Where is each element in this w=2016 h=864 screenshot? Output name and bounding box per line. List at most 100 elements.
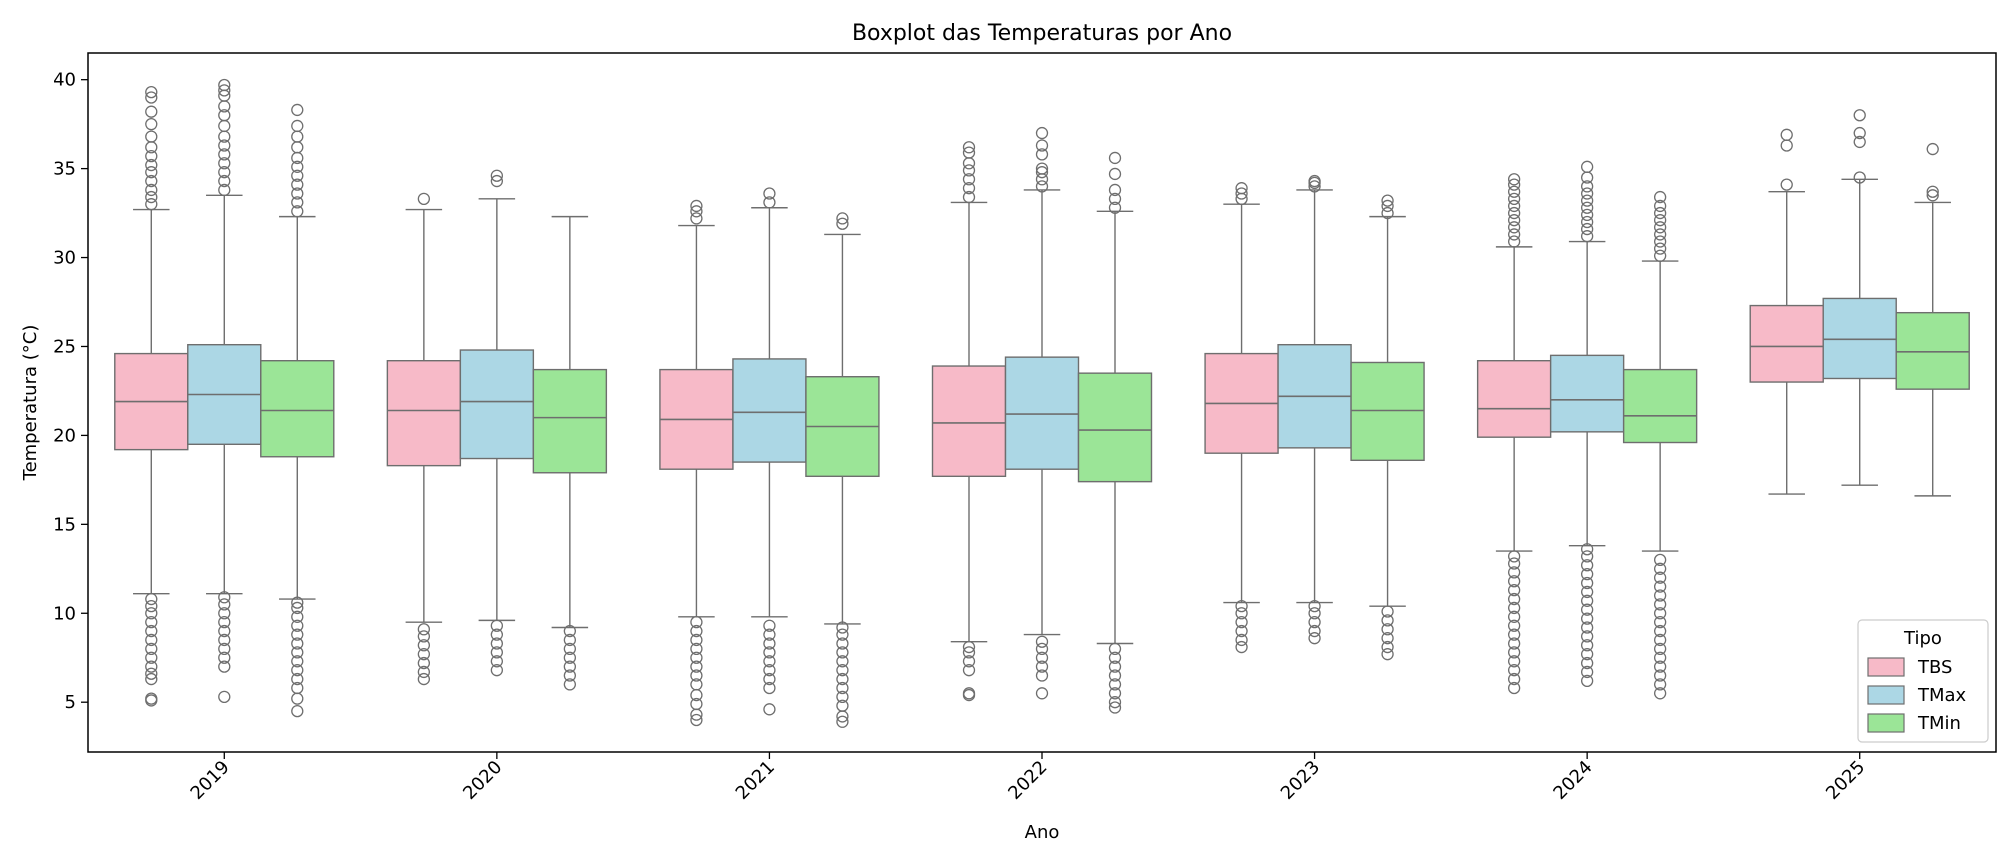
outlier-point bbox=[563, 678, 577, 691]
outlier-point bbox=[218, 607, 231, 620]
box-tmax-2024 bbox=[1549, 160, 1625, 688]
outlier-point bbox=[836, 672, 849, 686]
outlier-point bbox=[218, 660, 231, 673]
outlier-point bbox=[1580, 576, 1594, 590]
outlier-point bbox=[1507, 637, 1521, 650]
outlier-point bbox=[1580, 656, 1594, 670]
outlier-point bbox=[291, 196, 304, 209]
outlier-point bbox=[1780, 128, 1793, 141]
outlier-point bbox=[490, 664, 504, 677]
outlier-point bbox=[291, 601, 304, 615]
outlier-point bbox=[763, 703, 776, 716]
outlier-point bbox=[490, 646, 504, 659]
outlier-point bbox=[1381, 614, 1394, 627]
outlier-point bbox=[1035, 642, 1049, 655]
outlier-point bbox=[291, 187, 304, 200]
outlier-point bbox=[1653, 235, 1667, 248]
y-tick-label: 35 bbox=[53, 159, 76, 180]
outlier-point bbox=[1653, 553, 1667, 567]
outlier-point bbox=[145, 642, 158, 655]
outlier-point bbox=[690, 624, 703, 638]
outlier-point bbox=[1653, 206, 1667, 220]
outlier-point bbox=[145, 158, 158, 172]
outlier-point bbox=[1580, 665, 1594, 679]
box-tbs-2020 bbox=[386, 192, 462, 686]
outlier-point bbox=[145, 672, 158, 686]
outlier-point bbox=[1235, 607, 1248, 620]
outlier-point bbox=[145, 198, 158, 211]
outlier-point bbox=[1108, 687, 1122, 700]
box-body bbox=[1549, 354, 1625, 433]
outlier-point bbox=[1507, 628, 1521, 641]
outlier-point bbox=[1580, 585, 1594, 599]
outlier-point bbox=[145, 166, 158, 179]
outlier-point bbox=[1653, 598, 1667, 611]
outlier-point bbox=[1108, 151, 1122, 165]
outlier-point bbox=[218, 148, 231, 161]
outlier-point bbox=[145, 130, 158, 143]
outlier-point bbox=[490, 169, 504, 182]
outlier-point bbox=[1580, 215, 1594, 229]
outlier-point bbox=[1853, 135, 1866, 149]
outlier-point bbox=[962, 190, 976, 204]
outlier-point bbox=[1580, 648, 1594, 661]
outlier-point bbox=[962, 664, 976, 677]
outlier-point bbox=[1108, 167, 1122, 181]
outlier-point bbox=[690, 642, 703, 655]
outlier-point bbox=[145, 667, 158, 680]
outlier-point bbox=[962, 173, 976, 186]
box-body bbox=[532, 368, 608, 474]
outlier-point bbox=[836, 628, 849, 641]
outlier-point bbox=[1780, 139, 1793, 152]
outlier-point bbox=[1580, 674, 1594, 688]
outlier-point bbox=[291, 704, 304, 718]
outlier-point bbox=[145, 660, 158, 673]
outlier-point bbox=[1653, 633, 1667, 647]
outlier-point bbox=[1507, 646, 1521, 659]
outlier-point bbox=[1507, 610, 1521, 623]
outlier-point bbox=[962, 164, 976, 177]
outlier-point bbox=[1381, 632, 1394, 645]
outlier-point bbox=[218, 642, 231, 655]
outlier-point bbox=[1381, 605, 1394, 618]
outlier-point bbox=[1308, 616, 1321, 629]
x-tick-label: 2022 bbox=[1004, 757, 1051, 804]
outlier-point bbox=[1653, 190, 1667, 204]
outlier-point bbox=[1926, 189, 1939, 202]
outlier-point bbox=[1926, 142, 1939, 156]
outlier-point bbox=[962, 646, 976, 659]
outlier-point bbox=[690, 633, 703, 647]
box-tmin-2020 bbox=[532, 215, 608, 691]
outlier-point bbox=[1308, 174, 1321, 188]
outlier-point bbox=[1580, 208, 1594, 222]
outlier-point bbox=[1507, 672, 1521, 686]
box-tbs-2025 bbox=[1749, 128, 1824, 495]
outlier-point bbox=[291, 672, 304, 686]
outlier-point bbox=[1507, 178, 1521, 191]
x-tick-label: 2021 bbox=[732, 757, 779, 804]
outlier-point bbox=[1108, 678, 1122, 691]
outlier-point bbox=[417, 665, 431, 679]
outlier-point bbox=[1580, 559, 1594, 572]
outlier-point bbox=[145, 633, 158, 647]
outlier-point bbox=[218, 651, 231, 664]
outlier-point bbox=[1507, 173, 1521, 186]
box-tmax-2021 bbox=[732, 187, 807, 716]
outlier-point bbox=[563, 651, 577, 664]
outlier-point bbox=[1381, 206, 1394, 220]
box-body bbox=[260, 360, 335, 458]
outlier-point bbox=[836, 217, 849, 230]
outlier-point bbox=[763, 681, 776, 695]
outlier-point bbox=[145, 624, 158, 638]
outlier-point bbox=[690, 678, 703, 691]
outlier-point bbox=[1853, 126, 1866, 140]
legend-label-tmin: TMin bbox=[1917, 713, 1961, 734]
outlier-point bbox=[763, 619, 776, 632]
outlier-point bbox=[145, 692, 158, 705]
outlier-point bbox=[291, 119, 304, 133]
outlier-point bbox=[1653, 199, 1667, 213]
outlier-point bbox=[1507, 235, 1521, 248]
outlier-point bbox=[1653, 669, 1667, 682]
outlier-point bbox=[1653, 571, 1667, 584]
outlier-point bbox=[145, 607, 158, 620]
